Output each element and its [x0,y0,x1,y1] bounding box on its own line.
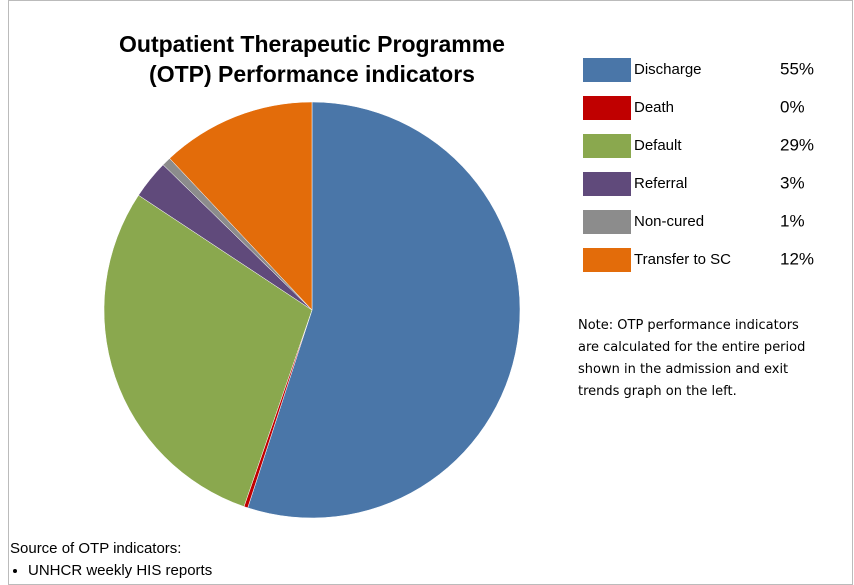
value-label: 1% [780,211,805,230]
pie-slice [103,194,313,507]
legend-label: Referral [634,175,687,192]
pie-slice [169,101,313,311]
legend-swatch [583,96,631,120]
source-title: Source of OTP indicators: [10,540,182,557]
legend-swatch [583,134,631,158]
value-label: 55% [780,59,814,78]
pie-slice [247,101,521,519]
value-label: 3% [780,173,805,192]
legend-swatch [583,58,631,82]
legend-swatch [583,172,631,196]
value-label: 0% [780,97,805,116]
source-list: UNHCR weekly HIS reports [10,560,212,582]
source-item: UNHCR weekly HIS reports [28,560,212,582]
value-label: 29% [780,135,814,154]
legend-label: Discharge [634,61,702,78]
legend-label: Transfer to SC [634,251,731,268]
value-label: 12% [780,249,814,268]
legend-swatch [583,248,631,272]
source: Source of OTP indicators: UNHCR weekly H… [10,538,212,582]
note: Note: OTP performance indicators are cal… [578,318,806,399]
legend-swatch [583,210,631,234]
legend-label: Death [634,99,674,116]
chart-title: Outpatient Therapeutic Programme (OTP) Pe… [119,31,505,87]
legend-label: Default [634,137,682,154]
legend-label: Non-cured [634,213,704,230]
